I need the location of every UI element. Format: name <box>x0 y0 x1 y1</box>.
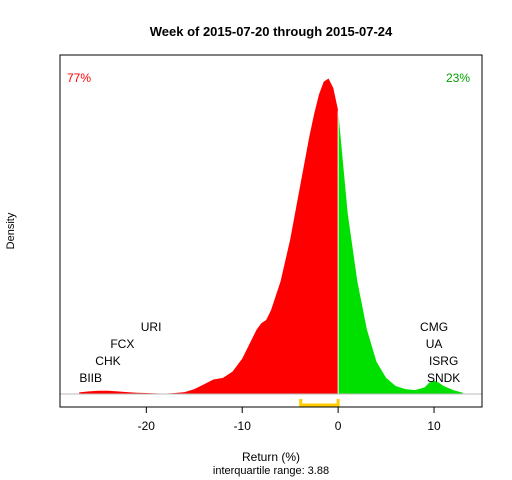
density-area <box>79 78 463 394</box>
negative-density-area <box>79 78 339 394</box>
iqr-bracket <box>299 399 340 407</box>
x-axis-label: Return (%) <box>242 450 300 464</box>
x-tick-label: 10 <box>427 419 441 433</box>
x-tick-label: 0 <box>335 419 342 433</box>
left-share-label: 77% <box>67 71 91 85</box>
left-stock-label: URI <box>141 320 162 334</box>
right-stock-label: CMG <box>420 320 448 334</box>
stock-labels: URI FCX CHK BIIB CMG UA ISRG SNDK <box>79 320 460 385</box>
right-share-label: 23% <box>446 71 470 85</box>
x-axis: -20 -10 0 10 <box>138 407 441 433</box>
left-stock-label: CHK <box>95 354 120 368</box>
right-stock-label: UA <box>426 337 443 351</box>
left-stock-label: BIIB <box>79 371 102 385</box>
left-stock-label: FCX <box>110 337 134 351</box>
y-axis-label: Density <box>5 212 17 249</box>
x-tick-label: -20 <box>138 419 156 433</box>
plot-frame <box>59 54 483 408</box>
chart-title: Week of 2015-07-20 through 2015-07-24 <box>150 24 393 39</box>
right-stock-label: SNDK <box>427 371 460 385</box>
iqr-bracket-line <box>299 399 340 407</box>
positive-density-area <box>338 110 463 394</box>
x-tick-label: -10 <box>234 419 252 433</box>
right-stock-label: ISRG <box>429 354 458 368</box>
iqr-subtitle: interquartile range: 3.88 <box>213 465 329 477</box>
